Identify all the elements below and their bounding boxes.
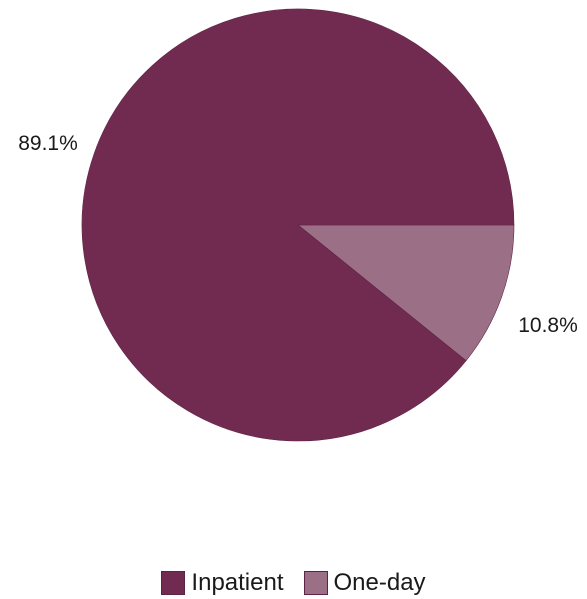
pie-slice-one-day [297,224,515,362]
data-label-one-day: 10.8% [518,314,578,337]
legend-item-inpatient: Inpatient [161,569,284,597]
pie-chart: 89.1% 10.8% [18,8,578,442]
legend-label-one-day: One-day [333,569,426,596]
legend-label-inpatient: Inpatient [191,569,284,596]
legend-swatch-inpatient [161,571,186,595]
data-label-inpatient: 89.1% [18,132,78,155]
legend-item-one-day: One-day [303,569,426,597]
legend: Inpatient One-day [0,567,587,599]
pie-slice-inpatient [81,8,515,442]
legend-swatch-one-day [303,571,328,595]
